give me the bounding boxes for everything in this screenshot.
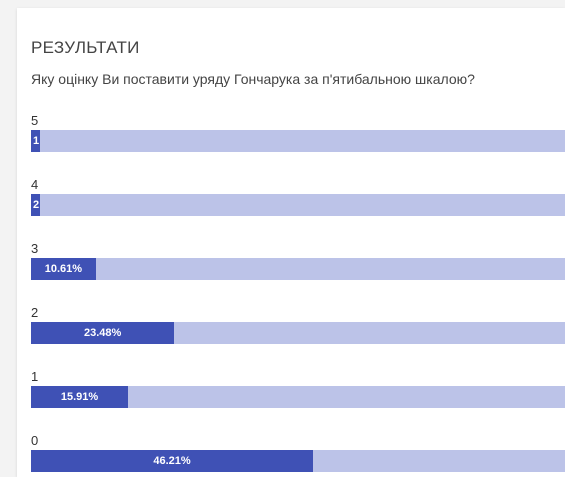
result-bar-track: 1 (31, 130, 565, 152)
result-bar-value: 15.91% (60, 391, 99, 403)
results-card: РЕЗУЛЬТАТИ Яку оцінку Ви поставити уряду… (17, 8, 565, 477)
result-row-0: 0 46.21% (31, 433, 565, 473)
result-row-label: 3 (31, 241, 39, 256)
result-bar-fill (31, 258, 96, 280)
result-bar-track: 2 (31, 194, 565, 216)
result-bar-value: 2 (33, 199, 40, 211)
result-bar-track: 46.21% (31, 450, 565, 472)
result-row-label: 2 (31, 305, 39, 320)
result-row-1: 1 15.91% (31, 369, 565, 409)
result-bar-fill (31, 194, 41, 216)
result-bar-fill (31, 322, 175, 344)
result-bar-value: 10.61% (44, 263, 83, 275)
result-bar-fill (31, 386, 129, 408)
result-bar-value: 23.48% (83, 327, 122, 339)
result-bar-track: 10.61% (31, 258, 565, 280)
result-row-label: 0 (31, 433, 39, 448)
result-bar-fill (31, 130, 40, 152)
result-row-2: 2 23.48% (31, 305, 565, 345)
result-bar-fill (31, 450, 313, 472)
result-bar-value: 46.21% (153, 455, 191, 467)
result-row-label: 5 (31, 113, 39, 128)
poll-question: Яку оцінку Ви поставити уряду Гончарука … (31, 71, 475, 87)
result-row-label: 4 (31, 177, 39, 192)
result-row-label: 1 (31, 369, 39, 384)
results-heading: РЕЗУЛЬТАТИ (31, 38, 140, 57)
result-bar-value: 1 (33, 135, 40, 147)
result-row-3: 3 10.61% (31, 241, 565, 281)
result-bar-track: 23.48% (31, 322, 565, 344)
result-bar-track: 15.91% (31, 386, 565, 408)
